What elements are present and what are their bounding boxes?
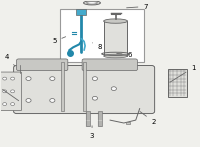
Ellipse shape: [84, 1, 100, 5]
Ellipse shape: [104, 19, 127, 23]
Bar: [76, 9, 86, 15]
FancyBboxPatch shape: [14, 66, 155, 113]
Circle shape: [3, 77, 7, 80]
Ellipse shape: [87, 2, 97, 4]
FancyBboxPatch shape: [0, 72, 22, 111]
Bar: [98, 111, 102, 126]
Circle shape: [11, 103, 15, 106]
Circle shape: [26, 77, 31, 81]
Bar: [60, 9, 144, 62]
Ellipse shape: [104, 54, 127, 58]
Circle shape: [26, 98, 31, 102]
Text: 1: 1: [170, 65, 196, 82]
Circle shape: [111, 87, 116, 91]
Text: 5: 5: [52, 37, 66, 44]
Circle shape: [50, 98, 55, 102]
Bar: [61, 62, 64, 111]
FancyBboxPatch shape: [17, 59, 68, 71]
Circle shape: [3, 103, 7, 106]
Bar: [126, 122, 130, 125]
Bar: [86, 111, 90, 126]
Text: 6: 6: [117, 52, 132, 58]
Circle shape: [11, 90, 15, 93]
Text: 2: 2: [140, 112, 156, 125]
Bar: [104, 21, 127, 56]
Bar: [83, 62, 86, 111]
Circle shape: [50, 77, 55, 81]
Circle shape: [3, 90, 7, 93]
Text: 7: 7: [127, 4, 148, 10]
Circle shape: [92, 77, 97, 81]
Circle shape: [11, 77, 15, 80]
Text: 4: 4: [4, 55, 15, 66]
Bar: [168, 69, 187, 97]
Text: 8: 8: [92, 43, 102, 50]
Text: 3: 3: [90, 126, 94, 139]
Circle shape: [92, 96, 97, 100]
FancyBboxPatch shape: [82, 59, 137, 71]
